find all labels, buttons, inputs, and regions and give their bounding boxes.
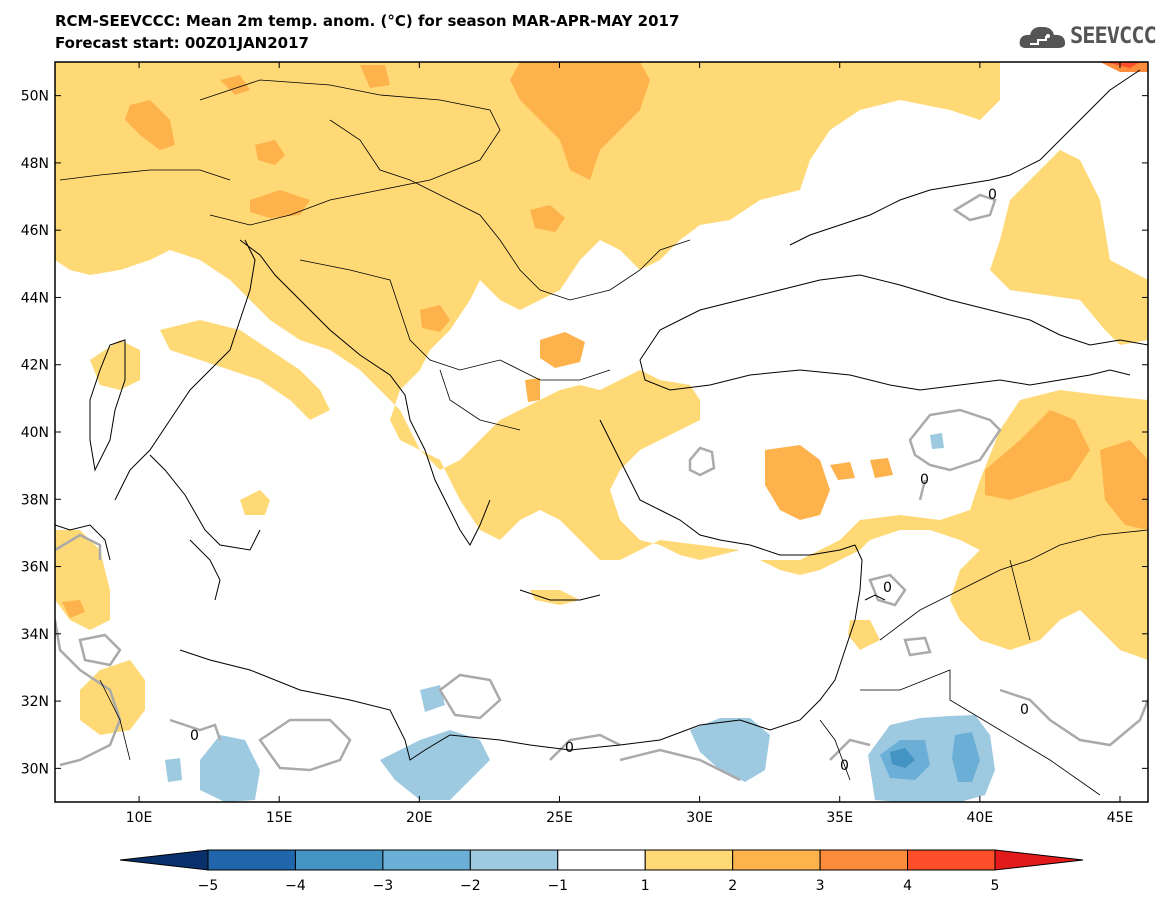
colorbar-label: −4: [285, 878, 306, 894]
contour-labels: 0 0 0 0 0 0 0: [190, 187, 1029, 774]
lat-tick-label: 38N: [21, 492, 49, 508]
longitude-axis: 10E 15E 20E 25E 30E 35E 40E 45E: [126, 62, 1134, 826]
colorbar-box: [907, 849, 996, 871]
colorbar-label: −5: [198, 878, 219, 894]
colorbar-min-triangle: [119, 849, 209, 871]
lat-tick-label: 30N: [21, 761, 49, 777]
colorbar-label: −3: [373, 878, 394, 894]
colorbar-box: [819, 849, 909, 871]
lat-tick-label: 50N: [21, 89, 49, 105]
colorbar-box: [557, 849, 646, 871]
lat-tick-label: 34N: [21, 627, 49, 643]
contour-label: 0: [883, 580, 892, 596]
colorbar-label: 4: [903, 878, 912, 894]
lon-tick-label: 25E: [546, 810, 573, 826]
lon-tick-label: 40E: [967, 810, 994, 826]
anomaly-2-3-fill: [62, 62, 1148, 618]
zero-contours: [55, 193, 1148, 782]
colorbar-label: 2: [728, 878, 737, 894]
anomaly-1-2-fill: [55, 62, 1148, 735]
lat-tick-label: 36N: [21, 560, 49, 576]
colorbar-box: [644, 849, 734, 871]
map-subtitle: Forecast start: 00Z01JAN2017: [55, 34, 309, 52]
anomaly-4-5-fill: [1105, 62, 1140, 68]
lon-tick-label: 45E: [1107, 810, 1134, 826]
lon-tick-label: 15E: [266, 810, 293, 826]
contour-label: 0: [840, 758, 849, 774]
colorbar-box: [469, 849, 559, 871]
seevccc-logo: SEEVCCC: [1018, 22, 1157, 54]
colorbar-label: 3: [816, 878, 825, 894]
contour-label: 0: [920, 472, 929, 488]
lat-tick-label: 32N: [21, 694, 49, 710]
colorbar-label: 1: [641, 878, 650, 894]
lon-tick-label: 35E: [826, 810, 853, 826]
colorbar-box: [732, 849, 821, 871]
logo-text: SEEVCCC: [1070, 24, 1157, 49]
contour-label: 0: [565, 740, 574, 756]
anomaly-3-4-fill: [1100, 62, 1148, 72]
colorbar-label: −2: [460, 878, 481, 894]
country-borders: [59, 79, 1148, 796]
colorbar-label: 5: [991, 878, 1000, 894]
lon-tick-label: 10E: [126, 810, 153, 826]
colorbar: −5 −4 −3 −2 −1 1 2 3 4 5: [119, 849, 1084, 894]
colorbar-box: [382, 849, 471, 871]
colorbar-max-triangle: [994, 849, 1084, 871]
contour-label: 0: [1020, 702, 1029, 718]
lat-tick-label: 48N: [21, 156, 49, 172]
anomaly-m3-m4-fill: [890, 748, 915, 768]
latitude-axis: 30N 32N 34N 36N 38N 40N 42N 44N 46N 48N 50N: [21, 89, 1148, 777]
lon-tick-label: 30E: [686, 810, 713, 826]
anomaly-fields: [55, 62, 1148, 802]
colorbar-box: [207, 849, 296, 871]
lon-tick-label: 20E: [406, 810, 433, 826]
lat-tick-label: 42N: [21, 358, 49, 374]
lat-tick-label: 40N: [21, 425, 49, 441]
map-title: RCM-SEEVCCC: Mean 2m temp. anom. (°C) fo…: [55, 12, 680, 30]
lat-tick-label: 46N: [21, 223, 49, 239]
cloud-icon: [1019, 26, 1066, 48]
colorbar-box: [294, 849, 384, 871]
contour-label: 0: [190, 728, 199, 744]
lat-tick-label: 44N: [21, 290, 49, 306]
coastlines: [55, 69, 1148, 761]
colorbar-label: −1: [547, 878, 568, 894]
contour-label: 0: [988, 187, 997, 203]
